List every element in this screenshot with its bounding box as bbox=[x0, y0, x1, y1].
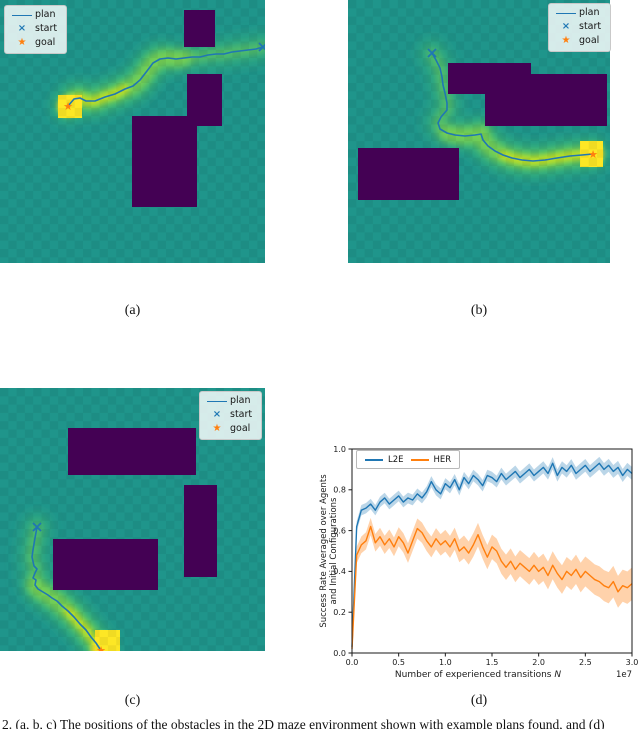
start-x-icon: × bbox=[212, 409, 222, 420]
svg-text:0.6: 0.6 bbox=[333, 526, 346, 535]
l2e-line-icon bbox=[365, 458, 383, 461]
legend-row-plan: plan bbox=[9, 8, 57, 22]
legend-row-start: × start bbox=[9, 22, 57, 36]
figure-caption: 2. (a, b, c) The positions of the obstac… bbox=[2, 717, 605, 729]
svg-text:1.0: 1.0 bbox=[439, 658, 452, 667]
start-x-icon: × bbox=[561, 21, 571, 32]
goal-star-icon: ★ bbox=[17, 37, 27, 48]
legend-goal-label: goal bbox=[35, 37, 56, 48]
svg-text:0.8: 0.8 bbox=[333, 486, 346, 495]
legend-item-l2e: L2E bbox=[365, 455, 404, 465]
her-label: HER bbox=[433, 454, 452, 465]
legend-goal-label: goal bbox=[230, 423, 251, 434]
svg-text:Number of experienced transiti: Number of experienced transitions N bbox=[395, 670, 561, 680]
svg-text:1e7: 1e7 bbox=[616, 670, 632, 680]
chart-legend-d: L2E HER bbox=[356, 450, 461, 469]
caption-c: (c) bbox=[124, 693, 141, 708]
legend-plan-label: plan bbox=[230, 395, 251, 406]
goal-star-icon: ★ bbox=[212, 423, 222, 434]
plan-line-icon bbox=[204, 400, 230, 402]
legend-row-start: × start bbox=[204, 408, 252, 422]
caption-b: (b) bbox=[470, 303, 488, 318]
legend-start-label: start bbox=[35, 23, 58, 34]
legend-row-plan: plan bbox=[204, 394, 252, 408]
plan-line-icon bbox=[9, 14, 35, 16]
legend-row-start: × start bbox=[553, 20, 601, 34]
maze-plot-c: ★ bbox=[0, 388, 265, 651]
svg-text:1.0: 1.0 bbox=[333, 445, 346, 454]
caption-d: (d) bbox=[470, 693, 488, 708]
start-x-icon: × bbox=[17, 23, 27, 34]
success-rate-chart: 0.0 0.5 1.0 1.5 2.0 2.5 3.0 0.0 0.2 0.4 0.6 0.8 1.0 N… bbox=[319, 445, 639, 680]
maze-legend-b: plan × start ★ goal bbox=[548, 3, 612, 52]
legend-item-her: HER bbox=[410, 454, 452, 465]
svg-text:0.5: 0.5 bbox=[392, 658, 405, 667]
svg-text:2.5: 2.5 bbox=[579, 658, 592, 667]
legend-row-goal: ★ goal bbox=[204, 422, 252, 436]
legend-row-goal: ★ goal bbox=[553, 34, 601, 48]
svg-text:★: ★ bbox=[63, 100, 73, 113]
maze-panel-c: ★ plan × start ★ goal bbox=[0, 388, 265, 651]
legend-plan-label: plan bbox=[579, 7, 600, 18]
svg-text:0.2: 0.2 bbox=[333, 608, 346, 617]
svg-text:★: ★ bbox=[588, 148, 598, 161]
legend-start-label: start bbox=[579, 21, 602, 32]
svg-text:★: ★ bbox=[96, 644, 106, 651]
svg-text:0.0: 0.0 bbox=[346, 658, 359, 667]
maze-plot-b: ★ bbox=[348, 0, 610, 263]
maze-panel-a: ★ plan × start ★ goal bbox=[0, 0, 265, 263]
goal-star-icon: ★ bbox=[561, 35, 571, 46]
legend-row-plan: plan bbox=[553, 6, 601, 20]
legend-row-goal: ★ goal bbox=[9, 36, 57, 50]
maze-legend-c: plan × start ★ goal bbox=[199, 391, 263, 440]
svg-text:and Initial Configurations: and Initial Configurations bbox=[329, 497, 339, 605]
l2e-label: L2E bbox=[388, 454, 404, 465]
maze-plot-a: ★ bbox=[0, 0, 265, 263]
svg-text:2.0: 2.0 bbox=[532, 658, 545, 667]
maze-panel-b: ★ plan × start ★ goal bbox=[348, 0, 612, 263]
her-line-icon bbox=[410, 458, 429, 461]
line-chart-panel-d: 0.0 0.5 1.0 1.5 2.0 2.5 3.0 0.0 0.2 0.4 0.6 0.8 1.0 N… bbox=[318, 440, 640, 690]
legend-plan-label: plan bbox=[35, 9, 56, 20]
svg-text:Success Rate Averaged over Age: Success Rate Averaged over Agents bbox=[319, 474, 329, 628]
caption-a: (a) bbox=[124, 303, 141, 318]
svg-text:0.4: 0.4 bbox=[333, 567, 346, 576]
plan-line-icon bbox=[553, 12, 579, 14]
svg-text:1.5: 1.5 bbox=[486, 658, 499, 667]
svg-text:3.0: 3.0 bbox=[626, 658, 639, 667]
legend-goal-label: goal bbox=[579, 35, 600, 46]
maze-legend-a: plan × start ★ goal bbox=[4, 5, 68, 54]
legend-start-label: start bbox=[230, 409, 253, 420]
svg-text:0.0: 0.0 bbox=[333, 649, 346, 658]
